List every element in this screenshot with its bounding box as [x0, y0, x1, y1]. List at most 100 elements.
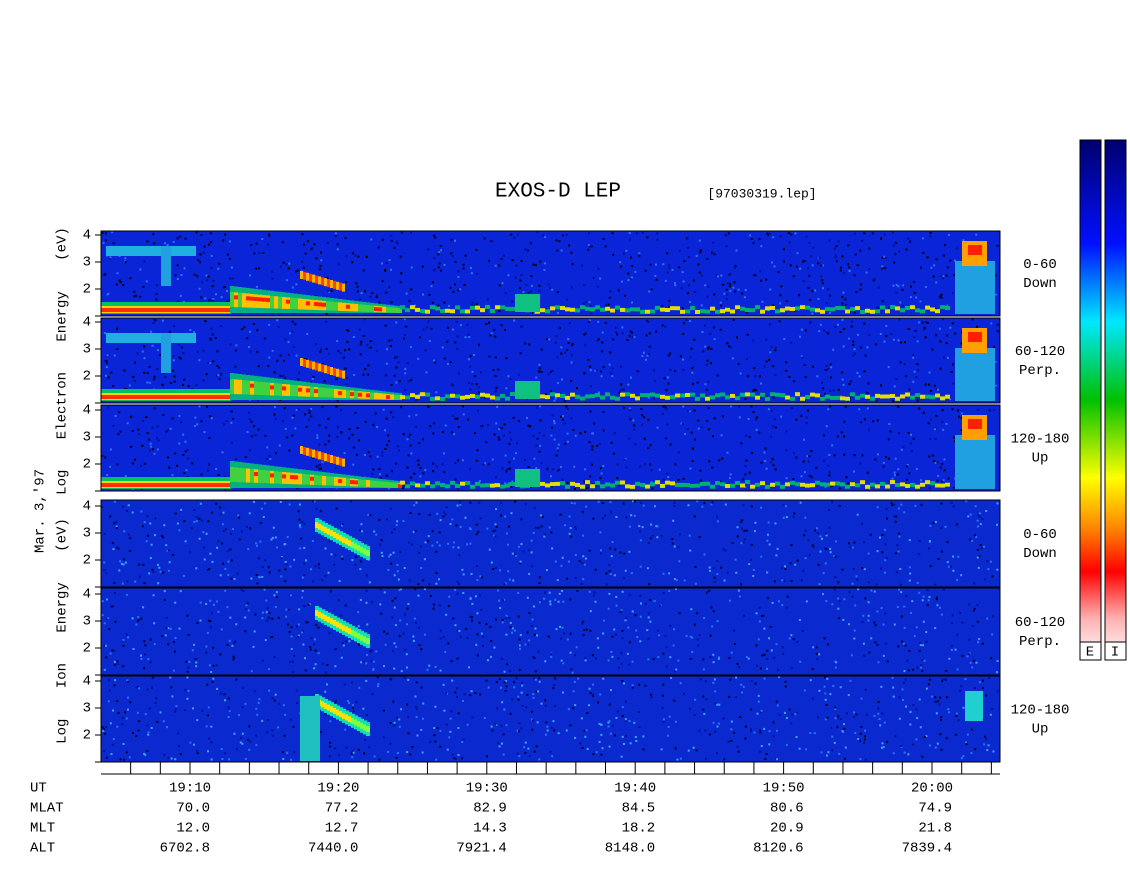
spectrum-cell — [588, 320, 591, 323]
spectrum-cell — [745, 358, 748, 361]
spectrum-cell — [519, 279, 522, 282]
colorbar-i — [1104, 139, 1127, 661]
spectrum-cell — [768, 233, 771, 236]
spectrum-cell — [246, 525, 249, 528]
spectrum-cell — [115, 283, 118, 286]
spectrum-cell — [930, 395, 935, 400]
spectrum-cell — [573, 502, 576, 505]
spectrum-cell — [710, 347, 713, 350]
spectrum-cell — [599, 531, 602, 534]
spectrum-cell — [754, 682, 757, 685]
spectrum-cell — [519, 562, 522, 565]
spectrum-cell — [114, 414, 117, 417]
spectrum-cell — [940, 483, 945, 488]
spectrum-cell — [513, 319, 516, 322]
spectrum-cell — [201, 709, 204, 712]
spectrum-cell — [310, 386, 314, 397]
spectrum-cell — [723, 292, 726, 295]
spectrum-cell — [620, 755, 623, 758]
spectrum-cell — [277, 726, 280, 729]
spectrum-cell — [263, 588, 266, 591]
spectrum-cell — [769, 288, 772, 291]
spectrum-cell — [766, 649, 769, 652]
spectrum-cell — [908, 649, 911, 652]
spectrum-cell — [655, 330, 658, 333]
spectrum-cell — [838, 504, 841, 507]
spectrum-cell — [219, 653, 222, 656]
spectrum-cell — [511, 300, 514, 303]
spectrum-cell — [852, 340, 855, 343]
spectrum-cell — [842, 271, 845, 274]
spectrum-cell — [951, 408, 954, 411]
spectrum-cell — [770, 305, 775, 310]
spectrum-cell — [794, 563, 797, 566]
spectrum-cell — [748, 563, 751, 566]
spectrum-cell — [159, 711, 162, 714]
spectrum-cell — [565, 307, 570, 312]
spectrum-cell — [393, 667, 396, 670]
spectrum-cell — [682, 692, 685, 695]
spectrum-cell — [610, 395, 615, 400]
spectrum-cell — [877, 286, 880, 289]
spectrum-cell — [382, 393, 386, 400]
spectrum-cell — [630, 277, 633, 280]
spectrum-cell — [916, 666, 919, 669]
spectrum-cell — [459, 288, 462, 291]
spectrum-cell — [755, 418, 758, 421]
spectrum-cell — [374, 480, 378, 488]
spectrum-cell — [968, 419, 982, 429]
spectrum-cell — [737, 288, 740, 291]
spectrum-cell — [393, 247, 396, 250]
spectrum-cell — [369, 346, 372, 349]
spectrum-cell — [884, 267, 887, 270]
spectrum-cell — [941, 421, 944, 424]
spectrum-cell — [734, 265, 737, 268]
spectrum-cell — [252, 645, 255, 648]
spectrum-cell — [916, 363, 919, 366]
spectrum-cell — [856, 371, 859, 374]
spectrum-cell — [759, 270, 762, 273]
spectrum-cell — [106, 246, 196, 256]
spectrum-cell — [460, 395, 465, 400]
spectrum-cell — [989, 560, 992, 563]
spectrum-cell — [600, 733, 603, 736]
spectrum-cell — [705, 363, 708, 366]
spectrum-cell — [701, 331, 704, 334]
spectrum-cell — [456, 347, 459, 350]
spectrum-cell — [245, 604, 248, 607]
spectrum-cell — [828, 405, 831, 408]
spectrum-cell — [321, 525, 325, 532]
spectrum-cell — [315, 257, 318, 260]
spectrum-cell — [169, 427, 172, 430]
spectrum-cell — [178, 529, 181, 532]
spectrum-cell — [549, 286, 552, 289]
spectrum-cell — [284, 376, 287, 379]
spectrum-cell — [730, 346, 733, 349]
spectrum-cell — [356, 285, 359, 288]
spectrum-cell — [382, 735, 385, 738]
spectrum-cell — [903, 626, 906, 629]
spectrum-cell — [936, 604, 939, 607]
spectrum-cell — [726, 451, 729, 454]
spectrum-cell — [114, 679, 117, 682]
spectrum-cell — [688, 534, 691, 537]
spectrum-cell — [255, 542, 258, 545]
spectrum-cell — [208, 362, 211, 365]
spectrum-cell — [515, 469, 540, 487]
spectrum-cell — [691, 460, 694, 463]
spectrum-cell — [284, 713, 287, 716]
spectrum-cell — [480, 608, 483, 611]
spectrum-cell — [901, 304, 904, 307]
spectrum-cell — [622, 502, 625, 505]
spectrum-cell — [853, 348, 856, 351]
spectrum-cell — [900, 308, 905, 313]
spectrum-cell — [755, 612, 758, 615]
spectrum-cell — [538, 582, 541, 585]
spectrum-cell — [730, 309, 735, 314]
spectrum-cell — [308, 411, 311, 414]
spectrum-cell — [884, 528, 887, 531]
spectrum-cell — [214, 337, 217, 340]
spectrum-cell — [520, 274, 523, 277]
spectrum-cell — [258, 267, 261, 270]
spectrum-cell — [268, 689, 271, 692]
